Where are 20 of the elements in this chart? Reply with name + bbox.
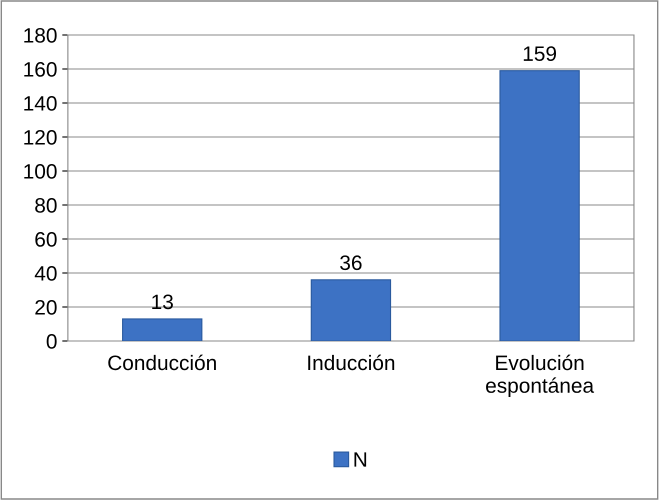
y-tick-label: 160 [24,62,57,77]
y-tick-label: 80 [35,198,57,213]
x-tick-label: Evolución espontánea [486,354,594,398]
y-tick-label: 60 [35,232,57,247]
data-label: 36 [340,255,362,270]
bar [122,318,202,341]
data-label: 13 [152,294,173,310]
x-tick-label: Inducción [308,354,394,370]
x-tick-label: Conducción [108,354,216,370]
legend-label: N [354,452,366,467]
y-tick-label: 40 [34,266,57,281]
y-tick-label: 120 [24,130,57,145]
y-tick-label: 20 [35,300,57,315]
bar [499,70,580,341]
y-tick-label: 100 [24,164,57,179]
y-tick-label: 0 [46,334,57,349]
y-tick-label: 180 [24,28,57,43]
y-tick-label: 140 [24,96,57,111]
bar [310,279,392,341]
data-label: 159 [524,46,556,62]
